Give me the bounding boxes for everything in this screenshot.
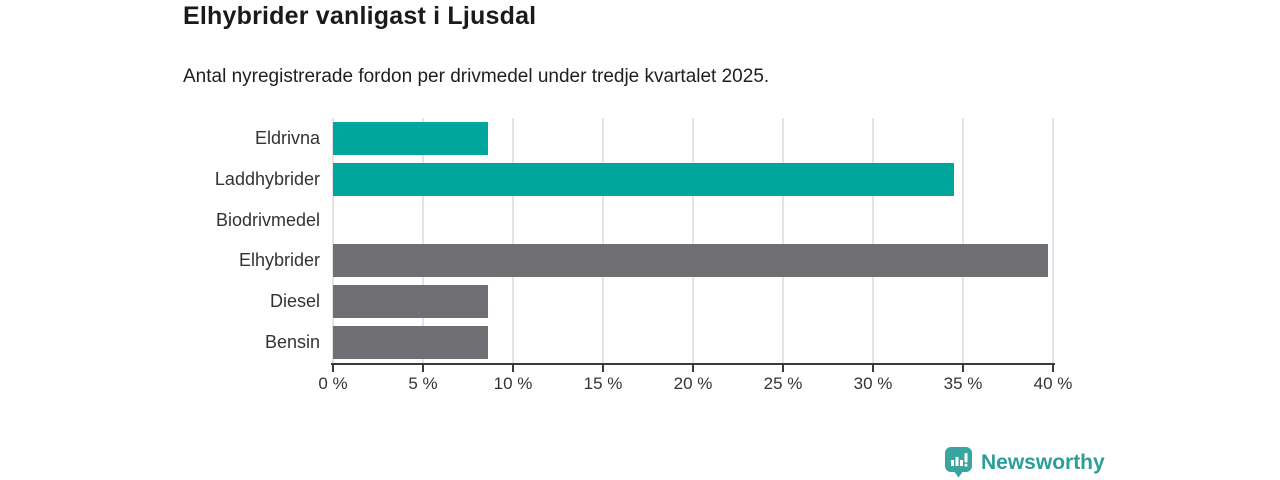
x-tick-label: 5 % bbox=[408, 374, 438, 393]
x-tick-label: 10 % bbox=[493, 374, 533, 393]
bar-bensin bbox=[333, 326, 488, 360]
bar-chart: Eldrivna Laddhybrider Biodrivmedel Elhybrid… bbox=[0, 118, 1072, 393]
category-label-eldrivna: Eldrivna bbox=[254, 127, 320, 148]
x-axis-tick bbox=[692, 363, 694, 372]
x-tick-label: 0 % bbox=[318, 374, 348, 393]
plot-area: 0 % 5 % 10 % 15 % 20 % 25 % 30 % 35 % 40 % bbox=[318, 118, 1072, 393]
gridline bbox=[332, 118, 334, 363]
gridline bbox=[602, 118, 604, 363]
bar-eldrivna bbox=[333, 121, 488, 155]
x-axis-tick bbox=[422, 363, 424, 372]
category-label-biodrivmedel: Biodrivmedel bbox=[215, 209, 320, 230]
x-axis-tick bbox=[512, 363, 514, 372]
category-label-diesel: Diesel bbox=[269, 291, 320, 312]
category-label-bensin: Bensin bbox=[264, 332, 320, 353]
bar-laddhybrider bbox=[333, 162, 954, 196]
gridline bbox=[962, 118, 964, 363]
category-label-elhybrider: Elhybrider bbox=[238, 250, 320, 271]
y-axis-labels: Eldrivna Laddhybrider Biodrivmedel Elhybrid… bbox=[0, 118, 320, 363]
x-tick-label: 15 % bbox=[583, 374, 623, 393]
x-axis-tick bbox=[962, 363, 964, 372]
x-tick-label: 25 % bbox=[763, 374, 803, 393]
gridline bbox=[422, 118, 424, 363]
x-tick-label: 40 % bbox=[1033, 374, 1073, 393]
x-axis-tick bbox=[602, 363, 604, 372]
x-axis-tick bbox=[782, 363, 784, 372]
chart-subtitle: Antal nyregistrerade fordon per drivmede… bbox=[183, 66, 770, 87]
category-label-laddhybrider: Laddhybrider bbox=[214, 168, 320, 189]
x-axis-tick bbox=[872, 363, 874, 372]
gridline bbox=[692, 118, 694, 363]
bar-elhybrider bbox=[333, 244, 1048, 278]
x-axis-tick bbox=[1052, 363, 1054, 372]
x-axis-tick bbox=[332, 363, 334, 372]
x-tick-label: 20 % bbox=[673, 374, 713, 393]
chart-title: Elhybrider vanligast i Ljusdal bbox=[183, 2, 537, 30]
x-tick-label: 35 % bbox=[943, 374, 983, 393]
brand-footer: Newsworthy bbox=[945, 447, 1105, 478]
gridline bbox=[1052, 118, 1054, 363]
brand-name: Newsworthy bbox=[981, 450, 1105, 474]
gridline bbox=[512, 118, 514, 363]
gridline bbox=[782, 118, 784, 363]
newsworthy-logo-icon bbox=[945, 447, 972, 478]
gridline bbox=[872, 118, 874, 363]
bar-diesel bbox=[333, 285, 488, 319]
x-tick-label: 30 % bbox=[853, 374, 893, 393]
